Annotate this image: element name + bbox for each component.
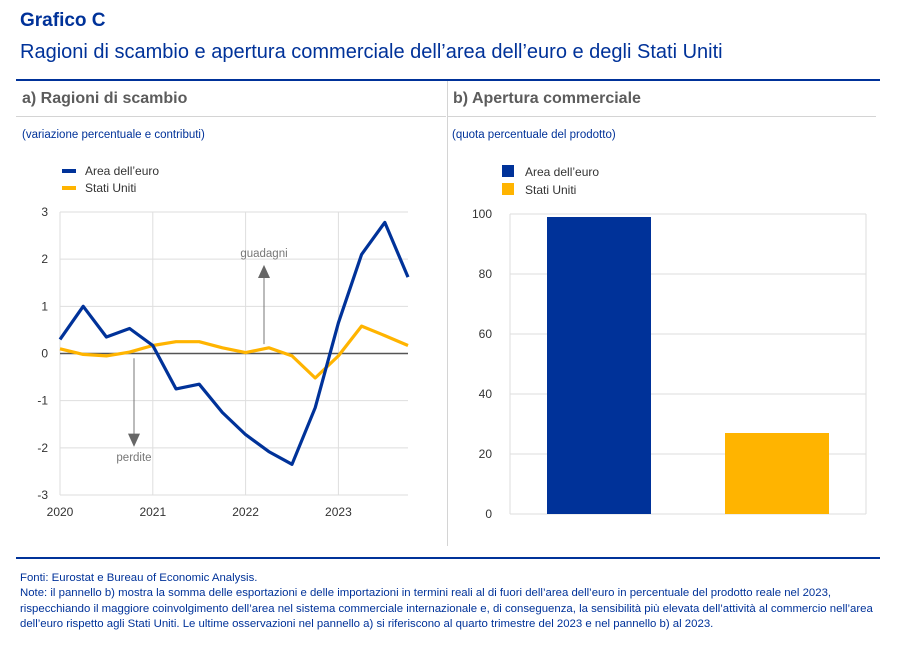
footnotes: Fonti: Eurostat e Bureau of Economic Ana…: [20, 571, 880, 633]
series-line-us: [59, 324, 409, 380]
panel-a-rule: [16, 116, 446, 117]
x-tick-label: 2023: [325, 505, 352, 519]
legend-label-us: Stati Uniti: [525, 183, 576, 197]
bar-legend: Area dell’euro Stati Uniti: [502, 165, 599, 197]
gains-label: guadagni: [240, 248, 287, 260]
y-tick-label: 60: [479, 327, 493, 341]
bar-united-states: [725, 433, 829, 514]
y-tick-label: -2: [37, 441, 48, 455]
x-tick-label: 2021: [139, 505, 166, 519]
y-tick-label: 40: [479, 387, 493, 401]
y-tick-label: 0: [41, 347, 48, 361]
y-tick-label: -1: [37, 394, 48, 408]
legend-label-us: Stati Uniti: [85, 181, 136, 195]
bar-euro-area: [547, 217, 651, 514]
bottom-rule: [16, 557, 880, 559]
legend-swatch-euro: [502, 165, 514, 177]
losses-label: perdite: [116, 452, 151, 464]
series-line-euro: [58, 220, 410, 466]
chart-title: Grafico C: [20, 10, 106, 31]
bar-chart: Area dell’euro Stati Uniti 100 80 60 40 20 0: [472, 165, 867, 521]
legend-label-euro: Area dell’euro: [525, 165, 599, 179]
legend-swatch-us: [502, 183, 514, 195]
line-legend: Area dell’euro Stati Uniti: [62, 164, 159, 195]
chart-subtitle: Ragioni di scambio e apertura commercial…: [20, 41, 723, 63]
y-tick-label: 80: [479, 267, 493, 281]
y-tick-label: 2: [41, 252, 48, 266]
panel-divider: [447, 81, 448, 546]
panel-b-rule: [448, 116, 876, 117]
y-tick-label: 20: [479, 447, 493, 461]
legend-label-euro: Area dell’euro: [85, 164, 159, 178]
y-tick-label: 0: [485, 507, 492, 521]
x-tick-label: 2020: [47, 505, 74, 519]
losses-arrow-icon: [128, 433, 140, 447]
gains-arrow-icon: [258, 264, 270, 279]
note-text: Note: il pannello b) mostra la somma del…: [20, 587, 873, 631]
x-tick-label: 2022: [232, 505, 259, 519]
y-tick-label: 1: [41, 299, 48, 313]
panel-a-unit: (variazione percentuale e contributi): [22, 129, 205, 141]
sources-text: Fonti: Eurostat e Bureau of Economic Ana…: [20, 572, 258, 584]
panel-b-title: b) Apertura commerciale: [453, 90, 641, 107]
y-tick-label: 3: [41, 205, 48, 219]
panel-b-unit: (quota percentuale del prodotto): [452, 129, 616, 141]
y-tick-label: -3: [37, 488, 48, 502]
y-tick-label: 100: [472, 207, 492, 221]
panel-a-title: a) Ragioni di scambio: [22, 90, 188, 107]
top-rule: [16, 79, 880, 81]
line-chart: Area dell’euro Stati Uniti 3 2 1 0 -1 -2 -3 20…: [37, 164, 410, 519]
